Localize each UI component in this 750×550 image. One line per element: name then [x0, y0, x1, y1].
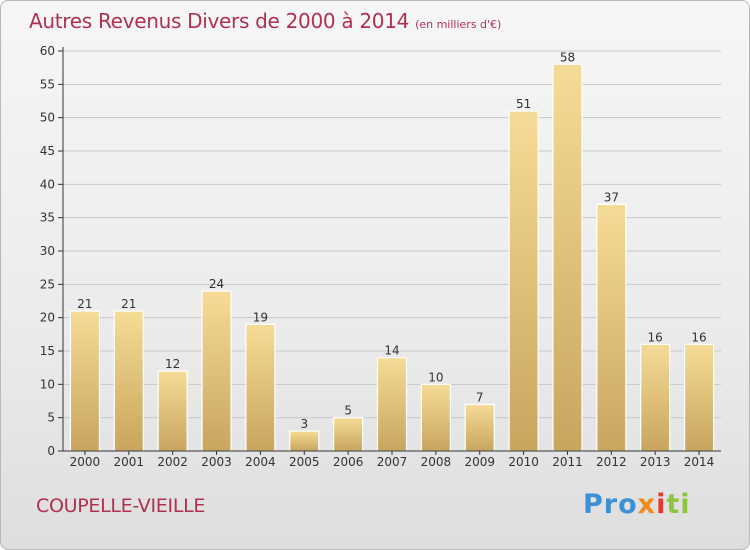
y-tick-label: 10 [40, 377, 55, 391]
x-tick-label: 2003 [201, 455, 232, 469]
value-label: 16 [648, 330, 663, 344]
value-label: 58 [560, 50, 575, 64]
value-label: 5 [344, 404, 352, 418]
bar-2014 [683, 343, 715, 452]
chart-title-main: Autres Revenus Divers de 2000 à 2014 [29, 9, 410, 33]
x-tick-label: 2006 [333, 455, 364, 469]
bar-2006 [333, 417, 364, 452]
bar-2005 [289, 430, 320, 452]
y-tick-label: 30 [40, 244, 55, 258]
y-tick-label: 40 [40, 177, 55, 191]
value-label: 37 [604, 190, 619, 204]
logo-part-1: Pro [583, 489, 638, 520]
bar-2002 [157, 370, 188, 452]
y-tick-label: 25 [40, 277, 55, 291]
value-label: 21 [121, 297, 136, 311]
x-tick-label: 2005 [289, 455, 320, 469]
bar-2008 [420, 383, 451, 452]
value-label: 14 [384, 344, 399, 358]
y-tick-label: 60 [40, 44, 55, 58]
value-label: 3 [300, 417, 308, 431]
proxiti-logo[interactable]: Proxiti [583, 489, 691, 520]
bar-2000 [69, 310, 101, 452]
bar-2007 [376, 357, 408, 452]
logo-part-4: ti [666, 489, 691, 520]
bar-2001 [113, 310, 144, 452]
bar-2010 [508, 110, 539, 452]
value-label: 19 [253, 310, 268, 324]
x-tick-label: 2001 [114, 455, 145, 469]
bar-2012 [596, 203, 627, 452]
value-label: 16 [691, 330, 706, 344]
x-tick-label: 2008 [421, 455, 452, 469]
y-tick-label: 55 [40, 77, 55, 91]
value-label: 24 [209, 277, 224, 291]
y-tick-label: 35 [40, 211, 55, 225]
logo-part-2: x [637, 489, 657, 520]
bar-2013 [640, 343, 671, 452]
chart-title: Autres Revenus Divers de 2000 à 2014 (en … [29, 9, 501, 33]
x-tick-label: 2011 [552, 455, 583, 469]
y-tick-label: 45 [40, 144, 55, 158]
y-tick-label: 0 [47, 444, 55, 458]
y-tick-label: 50 [40, 111, 55, 125]
x-tick-label: 2014 [684, 455, 715, 469]
bar-2003 [201, 290, 232, 452]
logo-part-3: i [656, 489, 667, 520]
bar-layer: 21 21 12 24 19 3 5 14 10 7 51 58 37 16 16 [69, 50, 715, 452]
bar-2009 [464, 403, 495, 452]
y-tick-label: 5 [47, 411, 55, 425]
value-label: 12 [165, 357, 180, 371]
x-tick-label: 2013 [640, 455, 671, 469]
x-tick-label: 2004 [245, 455, 276, 469]
value-label: 10 [428, 370, 443, 384]
bar-2011 [552, 63, 583, 452]
x-tick-label: 2010 [508, 455, 539, 469]
x-tick-label: 2009 [464, 455, 495, 469]
value-label: 21 [77, 297, 92, 311]
bar-2004 [245, 323, 276, 452]
place-name: COUPELLE-VIEILLE [36, 495, 206, 517]
value-label: 7 [476, 390, 484, 404]
x-tick-label: 2007 [377, 455, 408, 469]
x-tick-label: 2012 [596, 455, 627, 469]
y-tick-label: 15 [40, 344, 55, 358]
value-label: 51 [516, 97, 531, 111]
y-tick-label: 20 [40, 311, 55, 325]
x-tick-label: 2002 [157, 455, 188, 469]
chart-title-unit: (en milliers d'€) [415, 18, 502, 31]
x-tick-label: 2000 [70, 455, 101, 469]
